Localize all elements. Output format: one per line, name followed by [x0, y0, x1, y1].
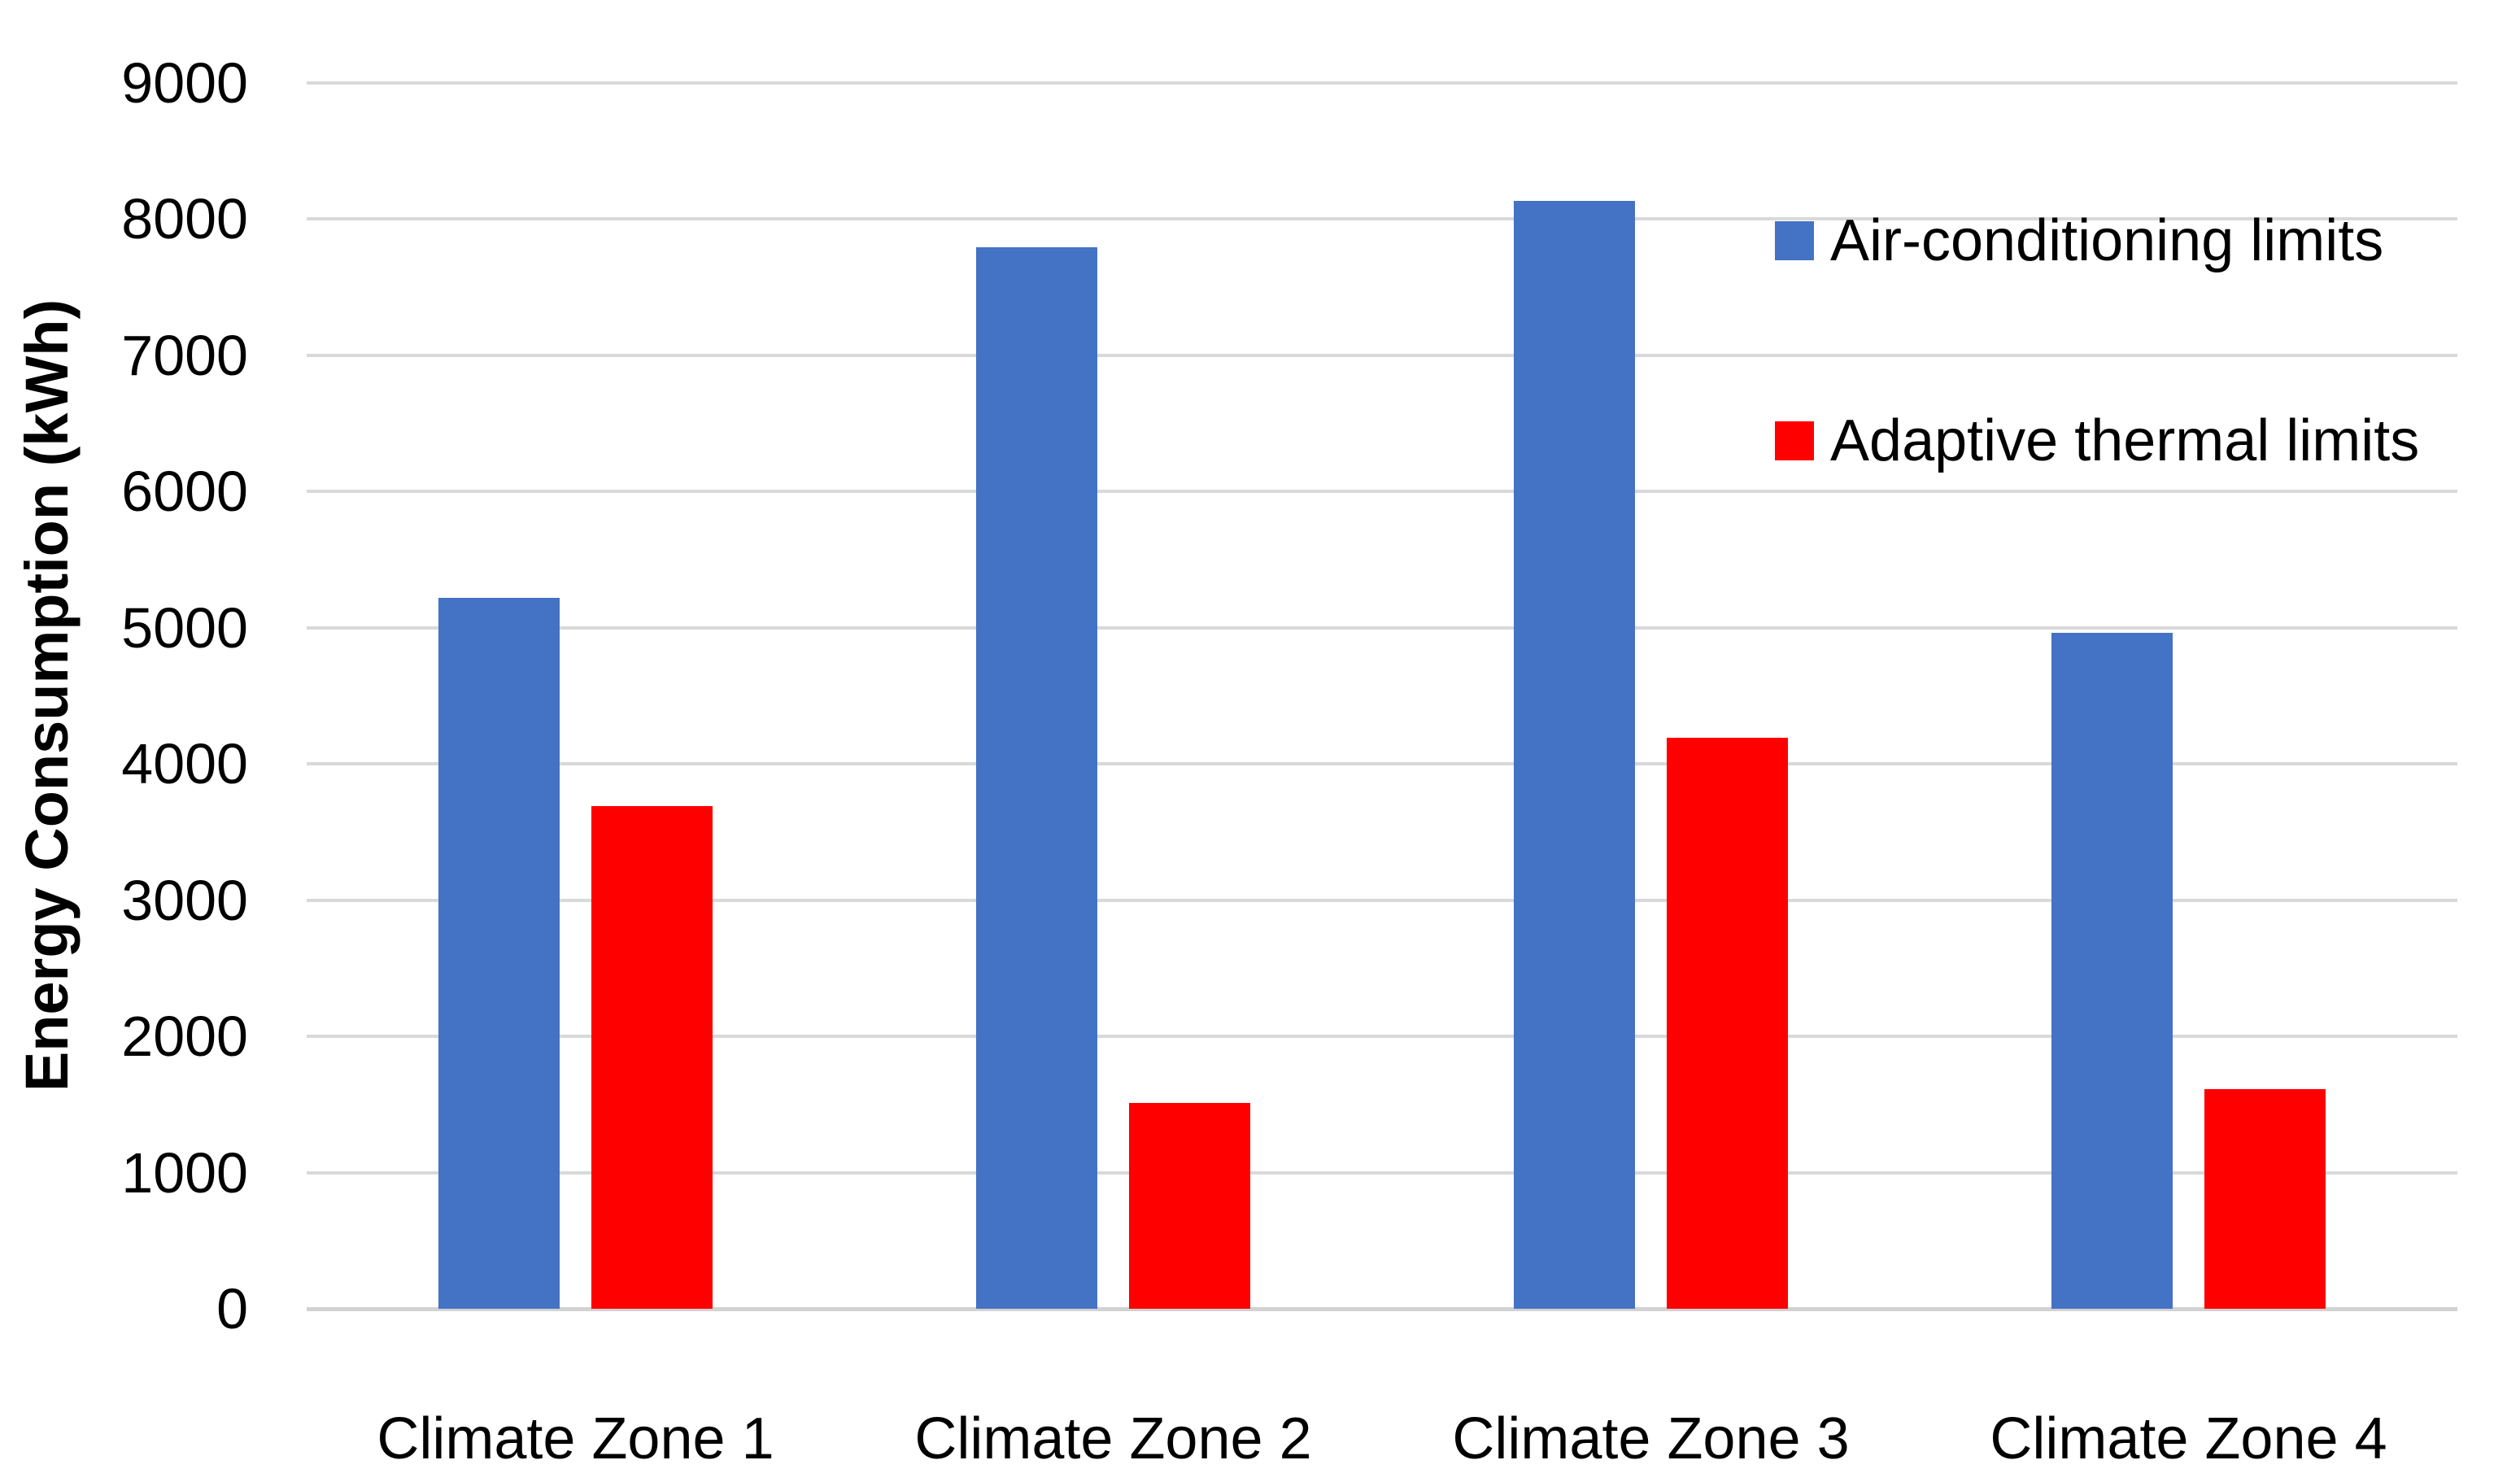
- legend-item-air-conditioning-limits: Air-conditioning limits: [1775, 208, 2383, 273]
- bar-adaptive-thermal-limits-climate-zone-2: [1129, 1103, 1250, 1309]
- gridline-1000: [307, 1170, 2457, 1175]
- gridline-8000: [307, 217, 2457, 220]
- gridline-5000: [307, 625, 2457, 630]
- legend-item-adaptive-thermal-limits: Adaptive thermal limits: [1775, 408, 2419, 473]
- legend-swatch-air-conditioning-limits: [1775, 221, 1814, 260]
- bar-adaptive-thermal-limits-climate-zone-3: [1667, 738, 1788, 1309]
- x-category-label-climate-zone-3: Climate Zone 3: [1452, 1406, 1850, 1471]
- y-tick-label-5000: 5000: [121, 595, 248, 660]
- bar-adaptive-thermal-limits-climate-zone-1: [591, 806, 713, 1309]
- bar-air-conditioning-limits-climate-zone-4: [2051, 633, 2173, 1309]
- x-axis-line: [307, 1307, 2457, 1311]
- bar-air-conditioning-limits-climate-zone-2: [976, 247, 1097, 1309]
- y-tick-label-6000: 6000: [121, 460, 248, 523]
- bar-adaptive-thermal-limits-climate-zone-4: [2204, 1089, 2326, 1309]
- bar-air-conditioning-limits-climate-zone-1: [438, 598, 560, 1309]
- y-tick-label-2000: 2000: [121, 1005, 248, 1068]
- legend-label-adaptive-thermal-limits: Adaptive thermal limits: [1830, 408, 2420, 473]
- gridline-6000: [307, 490, 2457, 493]
- x-category-label-climate-zone-1: Climate Zone 1: [377, 1406, 774, 1471]
- gridline-4000: [307, 762, 2457, 765]
- legend-swatch-adaptive-thermal-limits: [1775, 421, 1814, 460]
- gridline-2000: [307, 1035, 2457, 1038]
- y-tick-label-4000: 4000: [121, 732, 248, 795]
- gridline-7000: [307, 353, 2457, 357]
- x-category-label-climate-zone-4: Climate Zone 4: [1990, 1406, 2387, 1471]
- y-tick-label-9000: 9000: [121, 50, 248, 115]
- legend-label-air-conditioning-limits: Air-conditioning limits: [1830, 208, 2384, 273]
- bar-air-conditioning-limits-climate-zone-3: [1514, 201, 1635, 1309]
- x-category-label-climate-zone-2: Climate Zone 2: [914, 1406, 1312, 1471]
- y-tick-label-3000: 3000: [121, 868, 248, 932]
- y-tick-label-8000: 8000: [121, 187, 248, 251]
- y-axis-title: Energy Consumption (kWh): [13, 299, 81, 1092]
- y-tick-label-7000: 7000: [121, 323, 248, 387]
- gridline-9000: [307, 81, 2457, 85]
- y-tick-label-0: 0: [216, 1277, 248, 1340]
- gridline-3000: [307, 898, 2457, 902]
- y-tick-label-1000: 1000: [121, 1140, 248, 1205]
